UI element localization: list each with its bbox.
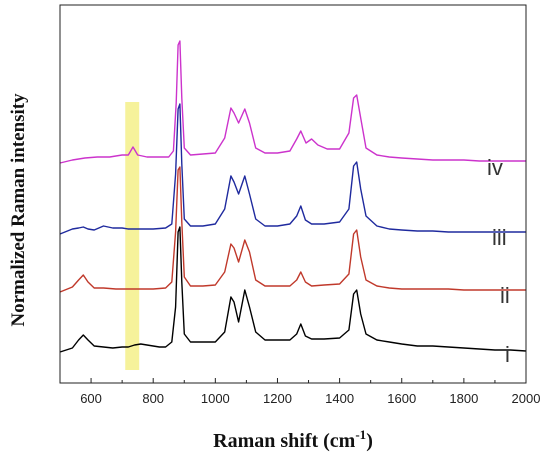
x-tick-label: 1200 — [263, 391, 292, 406]
x-tick-label: 800 — [142, 391, 164, 406]
x-tick-label: 1000 — [201, 391, 230, 406]
series-line-iv — [59, 40, 526, 164]
x-axis-ticks: 600 800 1000 1200 1400 1600 1800 2000 — [59, 378, 541, 406]
plot-frame — [59, 4, 527, 384]
x-tick-label: 1600 — [387, 391, 416, 406]
highlight-band — [125, 102, 140, 370]
x-axis-title-end: ) — [366, 430, 373, 452]
spectra-series — [59, 40, 527, 353]
x-tick-label: 1800 — [449, 391, 478, 406]
x-tick-label: 2000 — [512, 391, 541, 406]
x-axis-title-superscript: -1 — [355, 427, 366, 442]
series-label-iii: iii — [492, 225, 507, 250]
series-label-i: i — [505, 342, 510, 367]
series-line-ii — [59, 166, 526, 293]
series-line-i — [59, 226, 527, 353]
x-axis-title: Raman shift (cm-1) — [213, 427, 373, 452]
x-tick-label: 1400 — [325, 391, 354, 406]
y-axis-title: Normalized Raman intensity — [8, 93, 29, 327]
series-label-iv: iv — [487, 155, 503, 180]
x-tick-label: 600 — [80, 391, 102, 406]
series-line-iii — [59, 103, 526, 235]
series-label-ii: ii — [500, 283, 510, 308]
x-axis-title-main: Raman shift (cm — [213, 430, 356, 452]
